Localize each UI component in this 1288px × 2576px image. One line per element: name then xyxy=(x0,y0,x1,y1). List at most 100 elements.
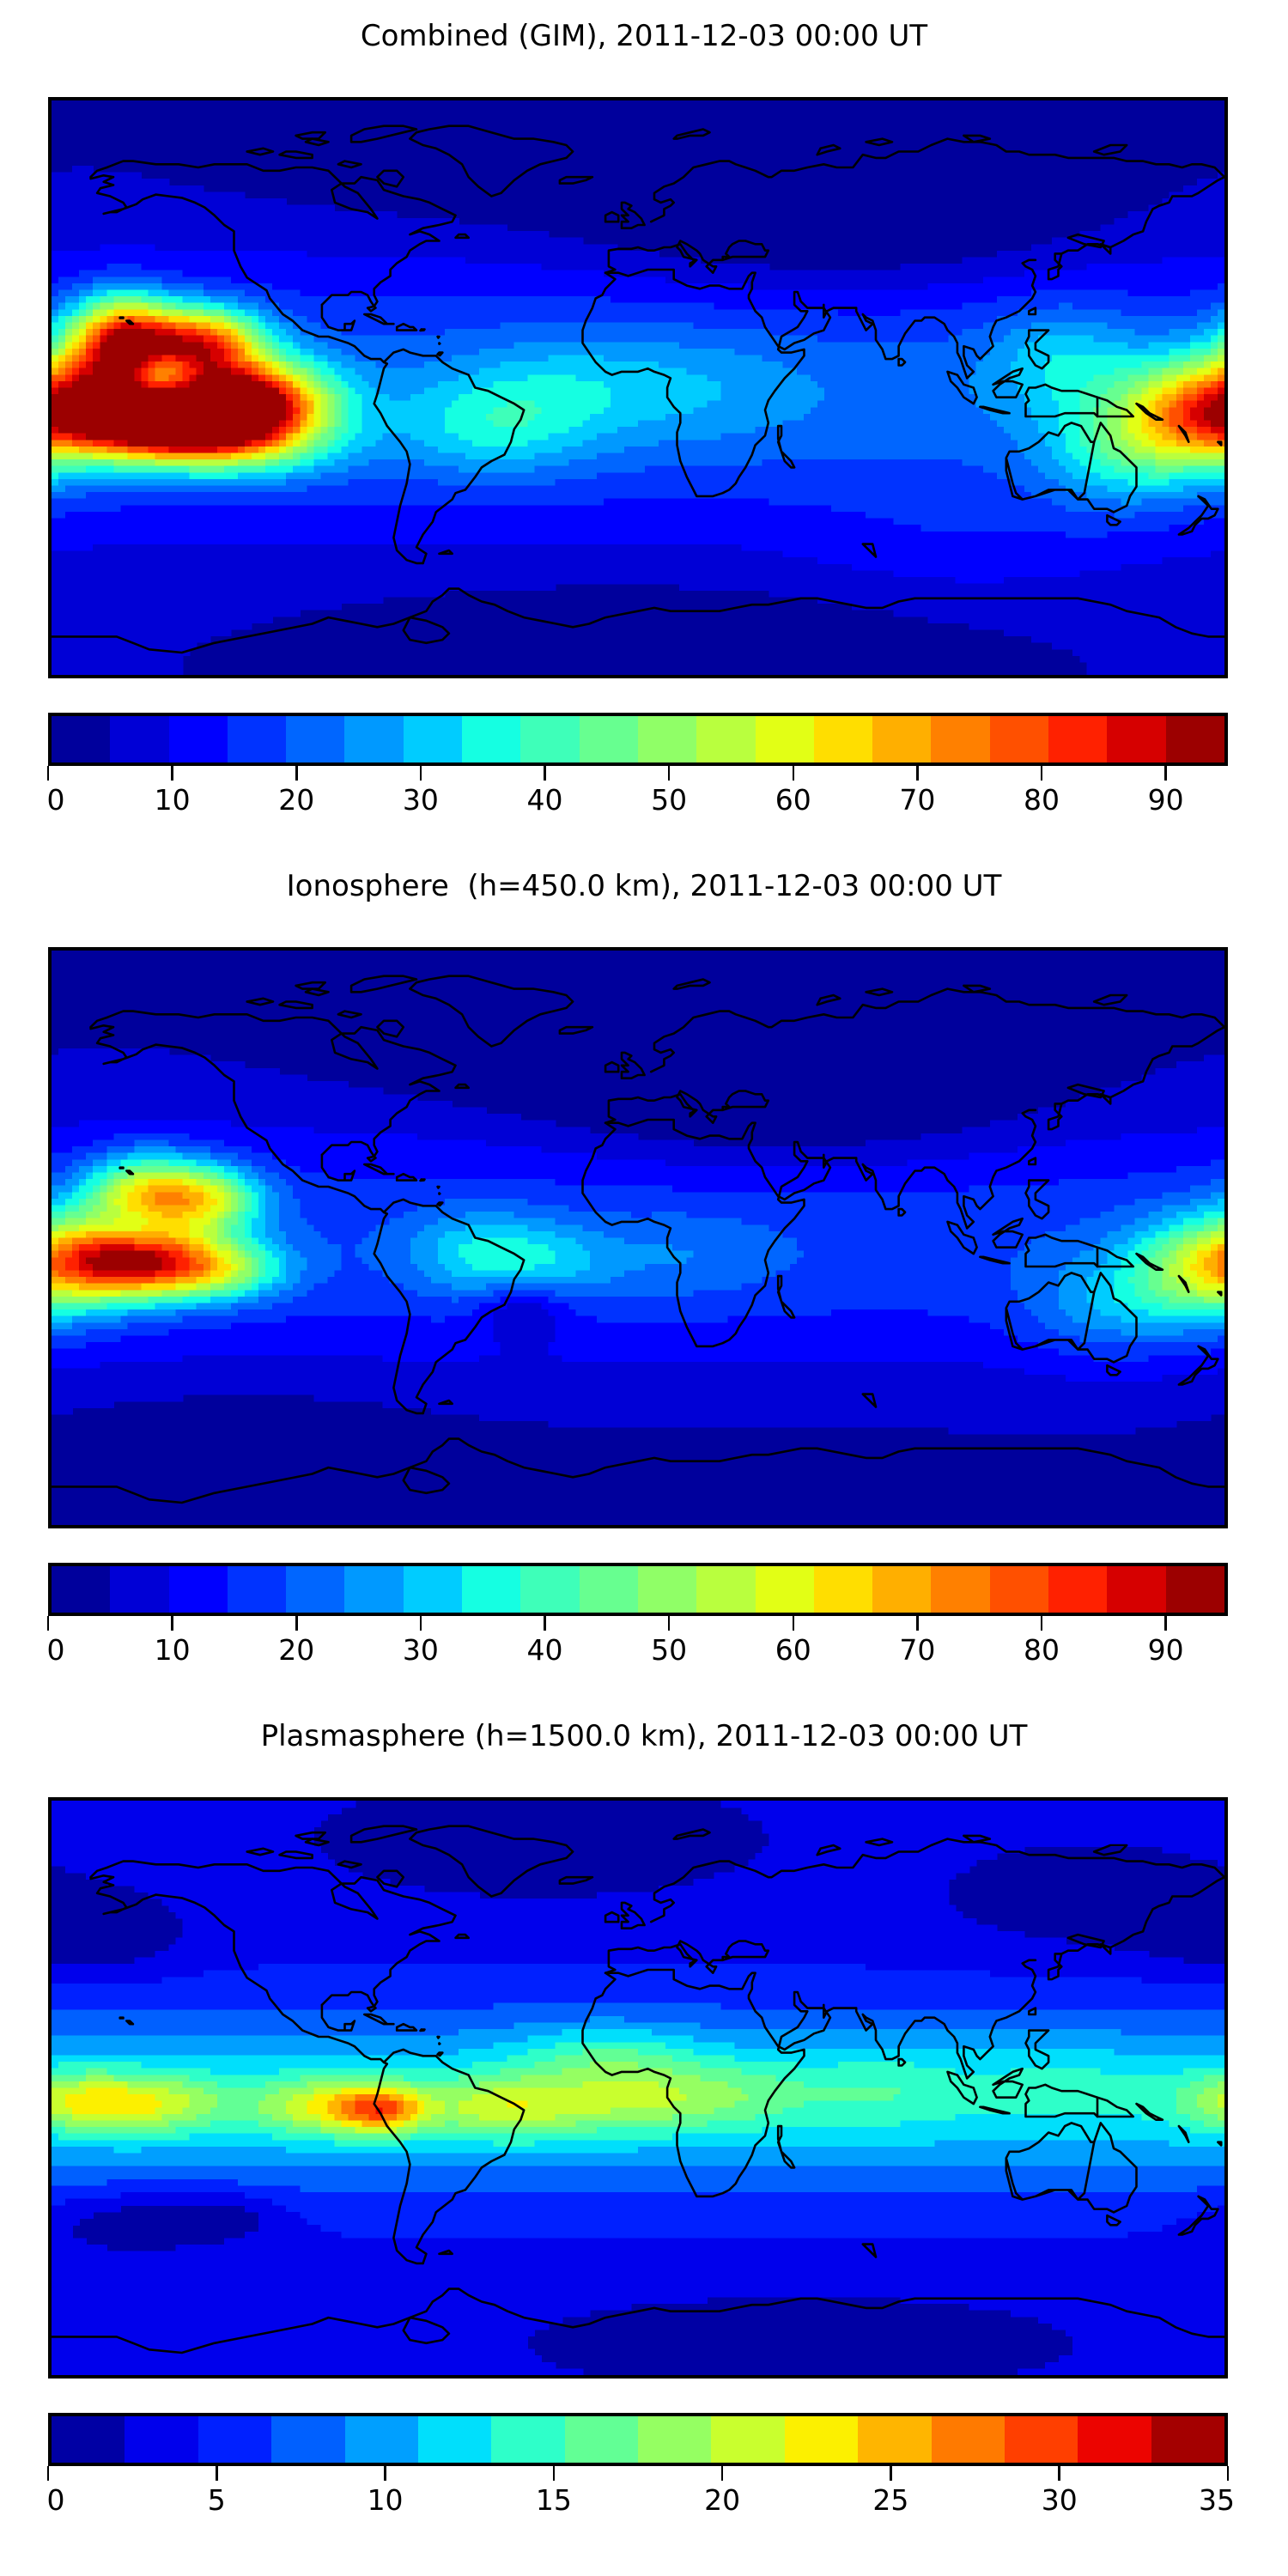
colorbar-segment xyxy=(271,2416,345,2463)
colorbar-segment xyxy=(110,1566,169,1613)
colorbar-tickmark xyxy=(419,1616,422,1631)
map-axes-combined-gim xyxy=(48,97,1228,678)
colorbar-tickmark xyxy=(544,766,546,781)
contour-map-plasmasphere-1500km xyxy=(52,1801,1224,2375)
colorbar-segment xyxy=(462,716,521,762)
colorbar-segment xyxy=(403,1566,463,1613)
colorbar-tickmark xyxy=(552,2466,556,2481)
colorbar-segment xyxy=(784,2416,859,2463)
colorbar-segment xyxy=(858,2416,932,2463)
colorbar-tickmark xyxy=(1058,2466,1060,2481)
colorbar-ticks-3: 0 5 10 15 20 25 30 35 xyxy=(46,2466,1235,2569)
colorbar-segment xyxy=(52,1566,111,1613)
colorbar-segment xyxy=(417,2416,492,2463)
colorbar-tickmark xyxy=(1164,766,1167,781)
panel-3-title: Plasmasphere (h=1500.0 km), 2011-12-03 0… xyxy=(0,1719,1288,1753)
colorbar-segment xyxy=(638,2416,712,2463)
colorbar-tickmark xyxy=(792,1616,795,1631)
colorbar-segment xyxy=(637,1566,697,1613)
colorbar-segment xyxy=(110,716,169,762)
colorbar-segment xyxy=(696,716,756,762)
colorbar-ticklabel: 0 xyxy=(47,2483,65,2517)
contour-map-combined-gim xyxy=(52,100,1224,675)
colorbar-segment xyxy=(286,1566,345,1613)
colorbar-segment xyxy=(344,2416,418,2463)
map-axes-plasmasphere-1500km xyxy=(48,1797,1228,2379)
colorbar-ticklabel: 10 xyxy=(155,783,191,817)
colorbar-segment xyxy=(696,1566,756,1613)
colorbar-segment xyxy=(286,716,345,762)
colorbar-ticklabel: 5 xyxy=(208,2483,226,2517)
colorbar-segment xyxy=(1078,2416,1151,2463)
colorbar-tickmark xyxy=(295,1616,298,1631)
colorbar-segment xyxy=(168,1566,228,1613)
colorbar-segment xyxy=(227,1566,287,1613)
colorbar-segment xyxy=(520,1566,580,1613)
colorbar-ticklabel: 60 xyxy=(775,1633,811,1667)
colorbar-segment xyxy=(462,1566,521,1613)
colorbar-tickmark xyxy=(667,1616,671,1631)
colorbar-ticks-1: 0 10 20 30 40 50 60 70 80 90 xyxy=(46,766,1228,869)
colorbar-segment xyxy=(168,716,228,762)
colorbar-ticklabel: 35 xyxy=(1199,2483,1235,2517)
colorbar-segment xyxy=(989,1566,1049,1613)
colorbar-tickmark xyxy=(916,766,919,781)
colorbar-wrap-3: 0 5 10 15 20 25 30 35 xyxy=(47,2413,1235,2517)
colorbar-ticklabel: 0 xyxy=(47,1633,65,1667)
colorbar-ticklabel: 70 xyxy=(899,1633,935,1667)
colorbar-segment xyxy=(579,1566,638,1613)
colorbar-segment xyxy=(1004,2416,1078,2463)
colorbar-segment xyxy=(711,2416,785,2463)
colorbar-tickmark xyxy=(890,2466,892,2481)
colorbar-ticklabel: 25 xyxy=(872,2483,908,2517)
colorbar-segment xyxy=(403,716,463,762)
colorbar-segment xyxy=(931,1566,990,1613)
panel-2-title: Ionosphere (h=450.0 km), 2011-12-03 00:0… xyxy=(0,869,1288,903)
contour-map-ionosphere-450km xyxy=(52,951,1224,1525)
colorbar-tickmark xyxy=(1226,2466,1230,2481)
colorbar-tickmark xyxy=(1040,766,1043,781)
colorbar-segment xyxy=(1048,1566,1108,1613)
colorbar-tickmark xyxy=(1164,1616,1167,1631)
colorbar-ticklabel: 60 xyxy=(775,783,811,817)
colorbar-segment xyxy=(755,1566,814,1613)
colorbar-tickmark xyxy=(1040,1616,1043,1631)
colorbar-ticklabel: 20 xyxy=(278,783,314,817)
colorbar-ticklabel: 40 xyxy=(527,1633,563,1667)
colorbar-ticklabel: 70 xyxy=(899,783,935,817)
colorbar-segment xyxy=(52,2416,125,2463)
colorbar-segment xyxy=(564,2416,638,2463)
colorbar-segment xyxy=(579,716,638,762)
colorbar-segment xyxy=(125,2416,198,2463)
colorbar-segment xyxy=(872,1566,932,1613)
colorbar-segment xyxy=(637,716,697,762)
colorbar-segment xyxy=(931,2416,1005,2463)
colorbar-segment xyxy=(1165,716,1224,762)
colorbar-tickmark xyxy=(171,766,173,781)
colorbar-tickmark xyxy=(419,766,422,781)
colorbar-plasmasphere-1500km xyxy=(48,2413,1228,2466)
colorbar-segment xyxy=(344,1566,404,1613)
colorbar-ticklabel: 50 xyxy=(651,783,687,817)
colorbar-ionosphere-450km xyxy=(48,1563,1228,1616)
colorbar-segment xyxy=(1165,1566,1224,1613)
colorbar-tickmark xyxy=(46,2466,50,2481)
colorbar-tickmark xyxy=(792,766,795,781)
colorbar-segment xyxy=(813,1566,873,1613)
colorbar-tickmark xyxy=(916,1616,919,1631)
colorbar-segment xyxy=(1107,1566,1166,1613)
colorbar-segment xyxy=(872,716,932,762)
colorbar-ticklabel: 20 xyxy=(278,1633,314,1667)
colorbar-ticklabel: 40 xyxy=(527,783,563,817)
colorbar-ticklabel: 30 xyxy=(403,783,439,817)
colorbar-tickmark xyxy=(667,766,671,781)
colorbar-segment xyxy=(344,716,404,762)
colorbar-ticklabel: 10 xyxy=(368,2483,404,2517)
colorbar-ticklabel: 30 xyxy=(1042,2483,1078,2517)
colorbar-tickmark xyxy=(46,1616,50,1631)
colorbar-segment xyxy=(755,716,814,762)
colorbar-segment xyxy=(197,2416,272,2463)
colorbar-ticks-2: 0 10 20 30 40 50 60 70 80 90 xyxy=(46,1616,1228,1719)
colorbar-tickmark xyxy=(46,766,50,781)
